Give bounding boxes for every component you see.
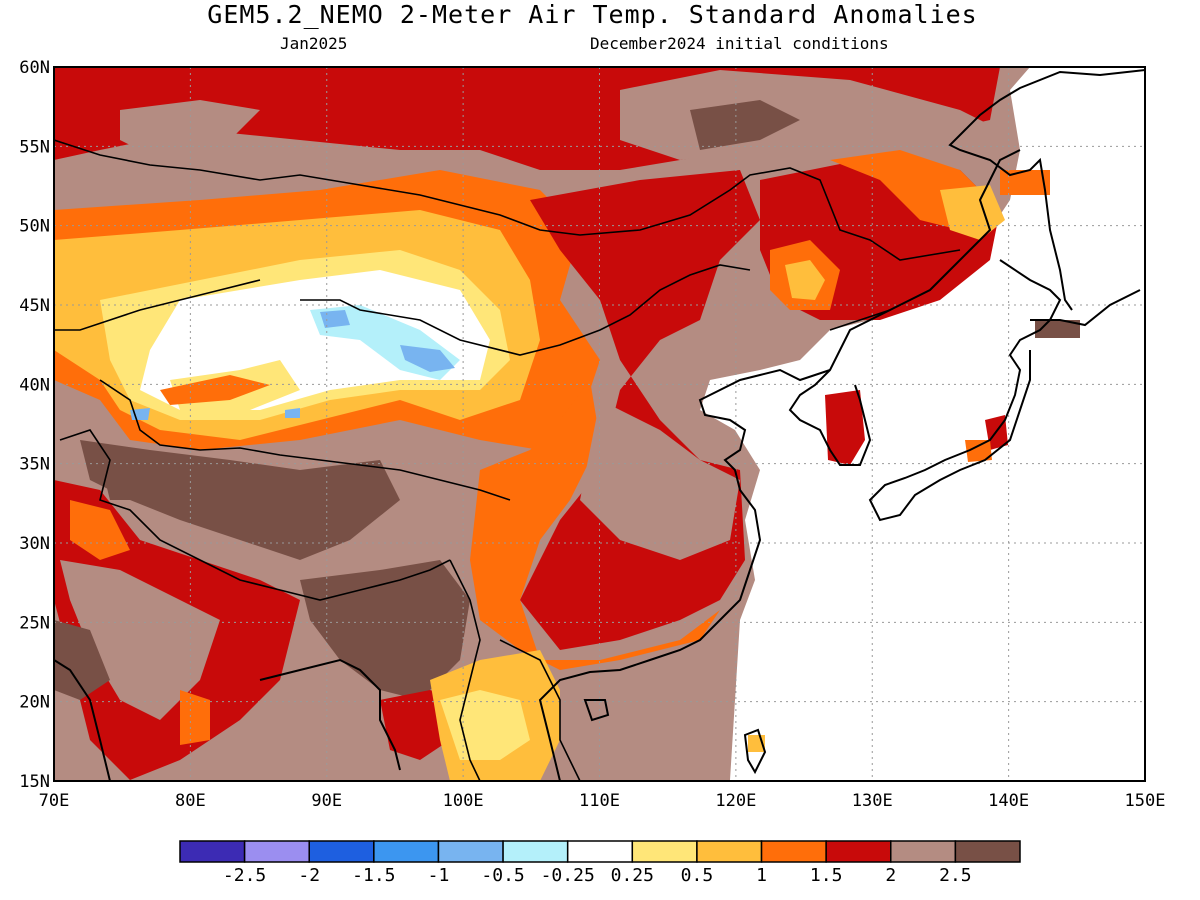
latitude-labels: 60N 55N 50N 45N 40N 35N 30N 25N 20N 15N <box>19 58 50 792</box>
lon-tick-label: 70E <box>39 791 70 811</box>
ocean-area <box>700 67 1145 781</box>
colorbar <box>179 840 1021 863</box>
field-india-darkbrown <box>54 460 150 700</box>
colorbar-label: 1.5 <box>810 865 843 886</box>
lat-tick-label: 35N <box>19 455 50 475</box>
field-tibet-darkbrown <box>80 440 400 560</box>
field-china-brown <box>580 400 740 560</box>
lon-tick-label: 90E <box>311 791 342 811</box>
field-korea-red <box>825 390 865 465</box>
field-ne-orange <box>770 150 990 310</box>
field-ne-yellow <box>785 185 1005 300</box>
lat-tick-label: 50N <box>19 217 50 237</box>
field-north-brown <box>120 70 1000 160</box>
field-north-darkbrown <box>690 100 800 150</box>
colorbar-swatch <box>760 840 827 863</box>
lon-tick-label: 80E <box>175 791 206 811</box>
longitude-labels: 70E 80E 90E 100E 110E 120E 130E 140E 150E <box>39 791 1166 811</box>
colorbar-swatch <box>566 840 634 863</box>
field-india-orange <box>70 500 210 745</box>
field-inner-orange <box>160 375 270 405</box>
colorbar-swatch <box>243 840 310 863</box>
colorbar-swatch <box>890 840 957 863</box>
field-india-brown <box>60 560 220 720</box>
colorbar-swatch <box>437 840 504 863</box>
lon-tick-label: 140E <box>988 791 1029 811</box>
colorbar-swatch <box>308 840 375 863</box>
colorbar-label: -1 <box>428 865 450 886</box>
field-japan-orange <box>965 440 992 462</box>
colorbar-label: 2.5 <box>939 865 972 886</box>
chart-title: GEM5.2_NEMO 2-Meter Air Temp. Standard A… <box>207 0 978 29</box>
country-borders <box>54 139 961 781</box>
lat-tick-label: 20N <box>19 693 50 713</box>
colorbar-swatch <box>954 840 1021 863</box>
lat-tick-label: 45N <box>19 296 50 316</box>
colorbar-label: 2 <box>885 865 896 886</box>
colorbar-swatch <box>631 840 698 863</box>
initial-conditions: December2024 initial conditions <box>590 34 889 53</box>
lon-tick-label: 110E <box>579 791 620 811</box>
lon-tick-label: 130E <box>852 791 893 811</box>
colorbar-label: -0.25 <box>541 865 595 886</box>
colorbar-swatch <box>696 840 763 863</box>
colorbar-swatch <box>825 840 892 863</box>
colorbar-labels: -2.5 -2 -1.5 -1 -0.5 -0.25 0.25 0.5 1 1.5 2 2.5 <box>223 865 972 886</box>
grid-lines <box>54 67 1145 781</box>
colorbar-label: 0.25 <box>611 865 654 886</box>
colorbar-label: -2.5 <box>223 865 266 886</box>
lat-tick-label: 40N <box>19 375 50 395</box>
lat-tick-label: 60N <box>19 58 50 78</box>
lat-tick-label: 15N <box>19 772 50 792</box>
lat-tick-label: 30N <box>19 534 50 554</box>
plot-frame <box>53 66 1146 782</box>
colorbar-label: -2 <box>298 865 320 886</box>
coastlines <box>54 69 1145 781</box>
colorbar-label: 1 <box>756 865 767 886</box>
lon-tick-label: 120E <box>715 791 756 811</box>
colorbar-swatch <box>502 840 569 863</box>
colorbar-label: -1.5 <box>352 865 395 886</box>
shaded-field <box>54 67 1145 781</box>
lat-tick-label: 55N <box>19 137 50 157</box>
colorbar-swatch <box>373 840 440 863</box>
colorbar-label: -0.5 <box>481 865 524 886</box>
lon-tick-label: 150E <box>1125 791 1166 811</box>
field-china-orange <box>470 380 720 670</box>
field-sakhalin-orange <box>1000 170 1050 195</box>
lon-tick-label: 100E <box>443 791 484 811</box>
forecast-month: Jan2025 <box>280 34 348 53</box>
lat-tick-label: 25N <box>19 613 50 633</box>
colorbar-label: 0.5 <box>681 865 714 886</box>
colorbar-swatch <box>179 840 246 863</box>
